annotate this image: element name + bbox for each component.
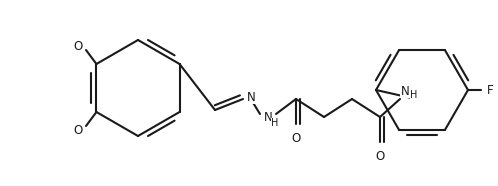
Text: O: O (73, 124, 83, 137)
Text: F: F (487, 84, 494, 97)
Text: O: O (73, 39, 83, 52)
Text: H: H (410, 90, 418, 100)
Text: N: N (400, 84, 409, 97)
Text: H: H (271, 118, 279, 128)
Text: O: O (291, 132, 301, 145)
Text: N: N (263, 110, 272, 124)
Text: N: N (247, 91, 255, 103)
Text: O: O (375, 150, 384, 163)
